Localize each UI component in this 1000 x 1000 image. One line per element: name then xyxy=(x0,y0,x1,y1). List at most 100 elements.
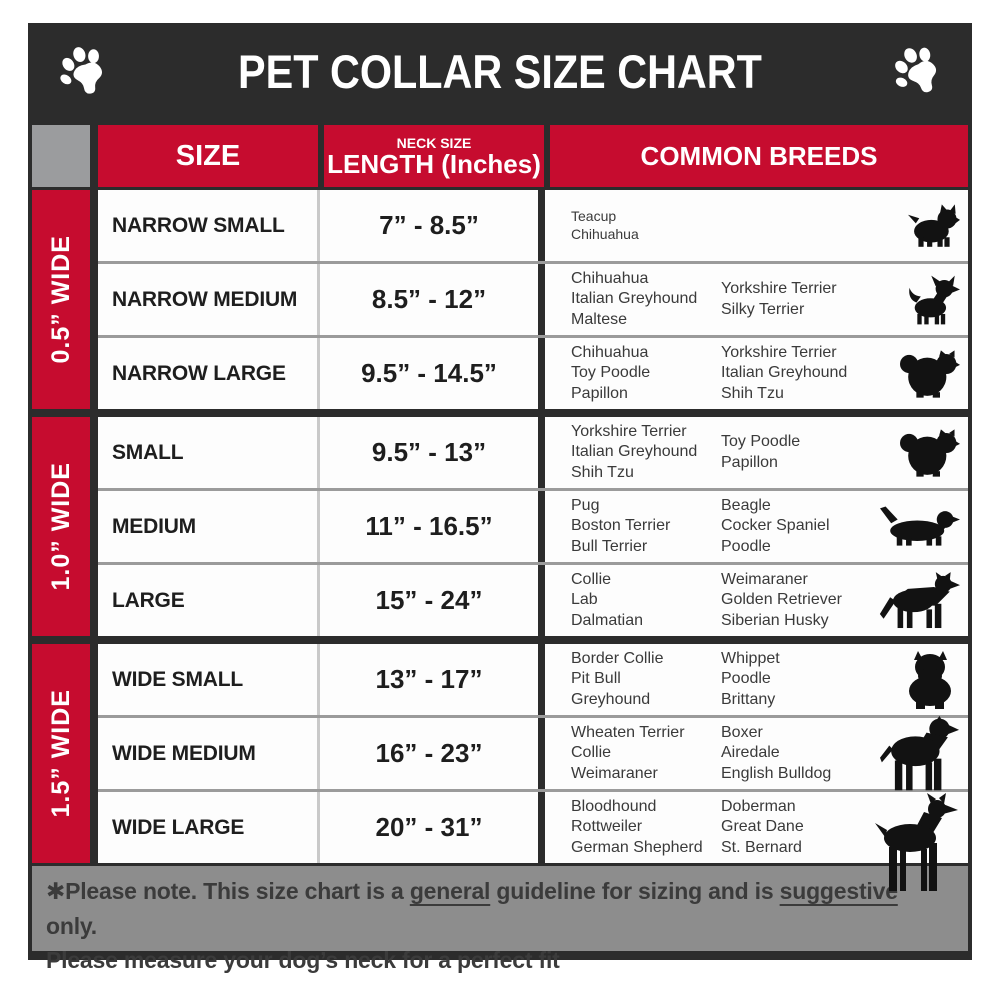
note-text: guideline for sizing and is xyxy=(490,878,780,904)
width-band-label: 0.5” WIDE xyxy=(46,235,75,364)
size-label: NARROW SMALL xyxy=(112,213,285,237)
length-value: 9.5” - 14.5” xyxy=(361,358,497,388)
pomeranian-icon xyxy=(900,349,960,399)
yorkie-icon xyxy=(908,203,960,248)
size-label: NARROW LARGE xyxy=(112,361,286,385)
size-chart: PET COLLAR SIZE CHART SIZE NECK SIZE LEN… xyxy=(28,23,972,973)
corner-cell xyxy=(32,125,90,187)
breeds-list-2: Boxer Airedale English Bulldog xyxy=(721,723,832,782)
length-value: 15” - 24” xyxy=(375,585,483,615)
size-cell: NARROW SMALL xyxy=(98,190,320,261)
length-value: 13” - 17” xyxy=(375,664,483,694)
paw-print-icon xyxy=(888,44,946,98)
table-body: 0.5” WIDE NARROW SMALL 7” - 8.5” Teacup … xyxy=(32,190,968,891)
breeds-list-2: Yorkshire Terrier Silky Terrier xyxy=(721,280,837,318)
width-band-label: 1.5” WIDE xyxy=(46,689,75,818)
length-cell: 16” - 23” xyxy=(320,718,545,789)
length-cell: 11” - 16.5” xyxy=(320,491,545,562)
breeds-list-2: Beagle Cocker Spaniel Poodle xyxy=(721,496,830,555)
breeds-list-1: Yorkshire Terrier Italian Greyhound Shih… xyxy=(571,422,698,481)
size-cell: SMALL xyxy=(98,417,320,488)
paw-print-icon xyxy=(54,44,112,98)
breeds-list-2: Whippet Poodle Brittany xyxy=(721,649,780,708)
length-value: 20” - 31” xyxy=(375,812,483,842)
breeds-list-1: Wheaten Terrier Collie Weimaraner xyxy=(571,723,685,782)
table-row-medium: MEDIUM 11” - 16.5” Pug Boston Terrier Bu… xyxy=(98,488,968,562)
breeds-list-1: Chihuahua Italian Greyhound Maltese xyxy=(571,269,698,328)
size-label: WIDE MEDIUM xyxy=(112,741,256,765)
note-underlined-word: general xyxy=(409,878,491,904)
size-cell: NARROW LARGE xyxy=(98,338,320,409)
column-header-breeds-label: COMMON BREEDS xyxy=(640,140,878,171)
length-cell: 9.5” - 14.5” xyxy=(320,338,545,409)
breeds-cell: Border Collie Pit Bull Greyhound Whippet… xyxy=(545,644,968,715)
breeds-list-1: Bloodhound Rottweiler German Shepherd xyxy=(571,797,703,856)
width-band-label: 1.0” WIDE xyxy=(46,462,75,591)
breeds-list-2: Toy Poodle Papillon xyxy=(721,433,801,471)
note-underlined-word: suggestive xyxy=(779,878,898,904)
length-value: 9.5” - 13” xyxy=(371,437,487,467)
size-cell: WIDE LARGE xyxy=(98,792,320,863)
column-header-breeds: COMMON BREEDS xyxy=(550,125,968,187)
note-text: only. xyxy=(46,912,97,939)
size-label: SMALL xyxy=(112,440,184,464)
table-row-large: LARGE 15” - 24” Collie Lab Dalmatian Wei… xyxy=(98,562,968,636)
column-header-length: NECK SIZE LENGTH (Inches) xyxy=(324,125,544,187)
width-band-1-5: 1.5” WIDE xyxy=(32,644,90,863)
breeds-cell: Bloodhound Rottweiler German Shepherd Do… xyxy=(545,792,968,891)
size-label: NARROW MEDIUM xyxy=(112,287,298,311)
table-row-narrow-medium: NARROW MEDIUM 8.5” - 12” Chihuahua Itali… xyxy=(98,261,968,335)
width-group-0-5: 0.5” WIDE NARROW SMALL 7” - 8.5” Teacup … xyxy=(32,190,968,409)
footer-note-line2: Please measure your dog’s neck for a per… xyxy=(46,947,560,973)
pit-bull-icon xyxy=(880,715,960,793)
pomeranian-icon xyxy=(900,428,960,478)
table-row-small: SMALL 9.5” - 13” Yorkshire Terrier Itali… xyxy=(98,417,968,488)
breeds-list-1: Teacup Chihuahua xyxy=(571,207,639,242)
table-row-narrow-small: NARROW SMALL 7” - 8.5” Teacup Chihuahua xyxy=(98,190,968,261)
column-header-size-label: SIZE xyxy=(175,139,241,172)
footer-note-line1: ✱Please note. This size chart is a gener… xyxy=(46,874,954,943)
table-row-wide-small: WIDE SMALL 13” - 17” Border Collie Pit B… xyxy=(98,644,968,715)
doberman-icon xyxy=(868,793,960,893)
page-title: PET COLLAR SIZE CHART xyxy=(238,44,762,98)
width-band-1-0: 1.0” WIDE xyxy=(32,417,90,636)
breeds-list-2: Yorkshire Terrier Italian Greyhound Shih… xyxy=(721,343,848,402)
length-value: 16” - 23” xyxy=(375,738,483,768)
size-cell: WIDE SMALL xyxy=(98,644,320,715)
breeds-cell: Wheaten Terrier Collie Weimaraner Boxer … xyxy=(545,715,968,790)
size-cell: WIDE MEDIUM xyxy=(98,718,320,789)
length-cell: 8.5” - 12” xyxy=(320,264,545,335)
breeds-list-1: Collie Lab Dalmatian xyxy=(571,570,644,629)
breeds-cell: Collie Lab Dalmatian Weimaraner Golden R… xyxy=(545,565,968,636)
breeds-cell: Chihuahua Toy Poodle Papillon Yorkshire … xyxy=(545,338,968,409)
column-header-size: SIZE xyxy=(98,125,318,187)
size-cell: MEDIUM xyxy=(98,491,320,562)
length-cell: 9.5” - 13” xyxy=(320,417,545,488)
length-value: 11” - 16.5” xyxy=(365,511,493,541)
german-shepherd-icon xyxy=(878,571,960,631)
table-header-row: SIZE NECK SIZE LENGTH (Inches) COMMON BR… xyxy=(32,125,968,187)
neck-size-label: NECK SIZE xyxy=(396,134,472,151)
breeds-cell: Pug Boston Terrier Bull Terrier Beagle C… xyxy=(545,491,968,562)
breeds-list-2: Doberman Great Dane St. Bernard xyxy=(721,797,804,856)
dachshund-icon xyxy=(880,506,960,548)
breeds-list-1: Border Collie Pit Bull Greyhound xyxy=(571,649,664,708)
breeds-cell: Yorkshire Terrier Italian Greyhound Shih… xyxy=(545,417,968,488)
breeds-cell: Teacup Chihuahua xyxy=(545,190,968,261)
length-inches-label: LENGTH (Inches) xyxy=(327,148,541,179)
size-cell: LARGE xyxy=(98,565,320,636)
table-row-wide-medium: WIDE MEDIUM 16” - 23” Wheaten Terrier Co… xyxy=(98,715,968,790)
size-label: WIDE LARGE xyxy=(112,815,245,839)
length-value: 7” - 8.5” xyxy=(379,210,479,240)
chart-header: PET COLLAR SIZE CHART xyxy=(32,23,968,119)
length-value: 8.5” - 12” xyxy=(371,284,487,314)
footer-note: ✱Please note. This size chart is a gener… xyxy=(32,866,968,973)
breeds-list-2: Weimaraner Golden Retriever Siberian Hus… xyxy=(721,570,842,629)
length-cell: 7” - 8.5” xyxy=(320,190,545,261)
breeds-list-1: Pug Boston Terrier Bull Terrier xyxy=(571,496,671,555)
size-label: WIDE SMALL xyxy=(112,667,243,691)
size-cell: NARROW MEDIUM xyxy=(98,264,320,335)
table-row-wide-large: WIDE LARGE 20” - 31” Bloodhound Rottweil… xyxy=(98,789,968,891)
length-cell: 20” - 31” xyxy=(320,792,545,863)
width-band-0-5: 0.5” WIDE xyxy=(32,190,90,409)
